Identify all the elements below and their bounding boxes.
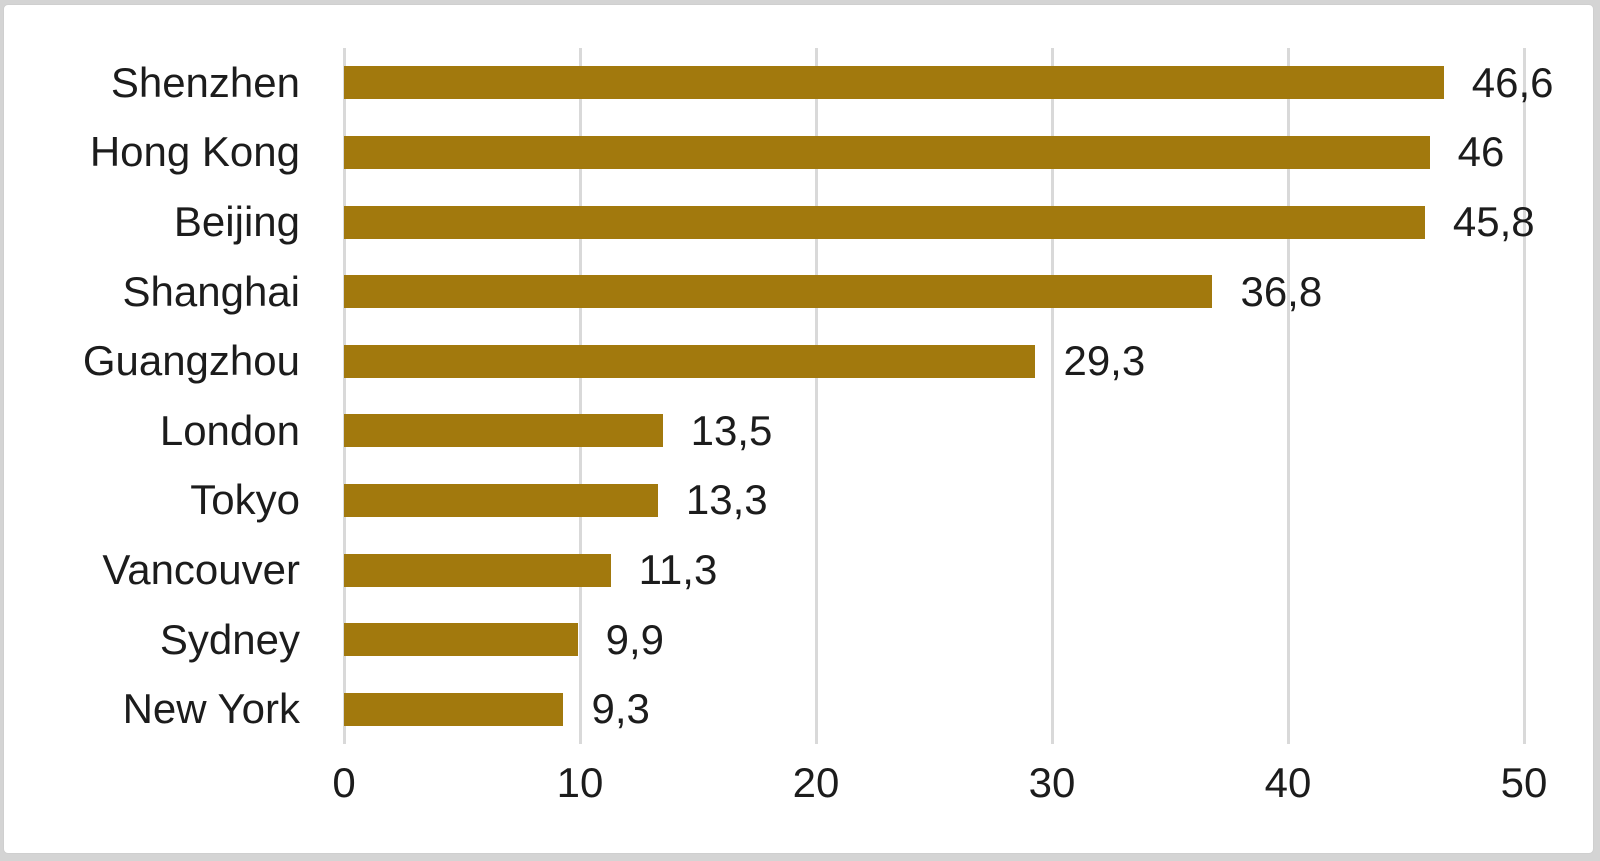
category-label-new-york: New York	[122, 685, 300, 733]
value-label-tokyo: 13,3	[685, 476, 768, 524]
gridline-x-20	[815, 48, 818, 744]
value-label-guangzhou: 29,3	[1063, 337, 1146, 385]
gridline-x-0	[343, 48, 346, 744]
category-label-vancouver: Vancouver	[102, 546, 300, 593]
bar-guangzhou	[344, 344, 1036, 378]
category-label-guangzhou: Guangzhou	[82, 337, 300, 385]
bar-new-york	[344, 692, 564, 726]
bar-vancouver	[344, 553, 611, 587]
bar-shenzhen	[344, 66, 1444, 100]
category-label-shenzhen: Shenzhen	[110, 58, 300, 106]
category-label-shanghai: Shanghai	[122, 267, 301, 315]
category-label-beijing: Beijing	[173, 198, 300, 245]
value-label-shenzhen: 46,6	[1471, 58, 1554, 106]
value-label-new-york: 9,3	[591, 685, 650, 733]
value-label-beijing: 45,8	[1452, 198, 1535, 245]
bar-beijing	[344, 205, 1425, 239]
x-axis-tick-label-0: 0	[332, 759, 356, 806]
gridline-x-10	[579, 48, 582, 744]
gridline-x-30	[1051, 48, 1054, 744]
category-label-hong-kong: Hong Kong	[89, 128, 300, 176]
x-axis-tick-label-50: 50	[1500, 759, 1548, 806]
bar-shanghai	[344, 275, 1213, 309]
x-axis-tick-label-20: 20	[792, 759, 840, 806]
value-label-hong-kong: 46	[1457, 128, 1505, 176]
value-label-shanghai: 36,8	[1240, 267, 1323, 315]
value-label-sydney: 9,9	[605, 615, 665, 663]
gridline-x-50	[1523, 48, 1526, 744]
gridline-x-40	[1287, 48, 1290, 744]
x-axis-tick-label-10: 10	[556, 759, 604, 806]
category-label-tokyo: Tokyo	[190, 476, 300, 524]
chart-card: Shenzhen 46,6 Hong Kong 46 Beijing 45,8 Shangh…	[3, 4, 1594, 854]
bar-london	[344, 414, 663, 448]
x-axis-tick-label-30: 30	[1028, 759, 1076, 806]
bar-sydney	[344, 623, 578, 657]
bar-tokyo	[344, 483, 658, 517]
value-label-vancouver: 11,3	[638, 546, 718, 593]
bar-hong-kong	[344, 135, 1430, 169]
value-label-london: 13,5	[690, 406, 773, 454]
category-label-sydney: Sydney	[159, 615, 300, 663]
plot-area: Shenzhen 46,6 Hong Kong 46 Beijing 45,8 Shangh…	[4, 5, 1593, 853]
x-axis-tick-label-40: 40	[1264, 759, 1312, 806]
category-label-london: London	[159, 406, 300, 454]
